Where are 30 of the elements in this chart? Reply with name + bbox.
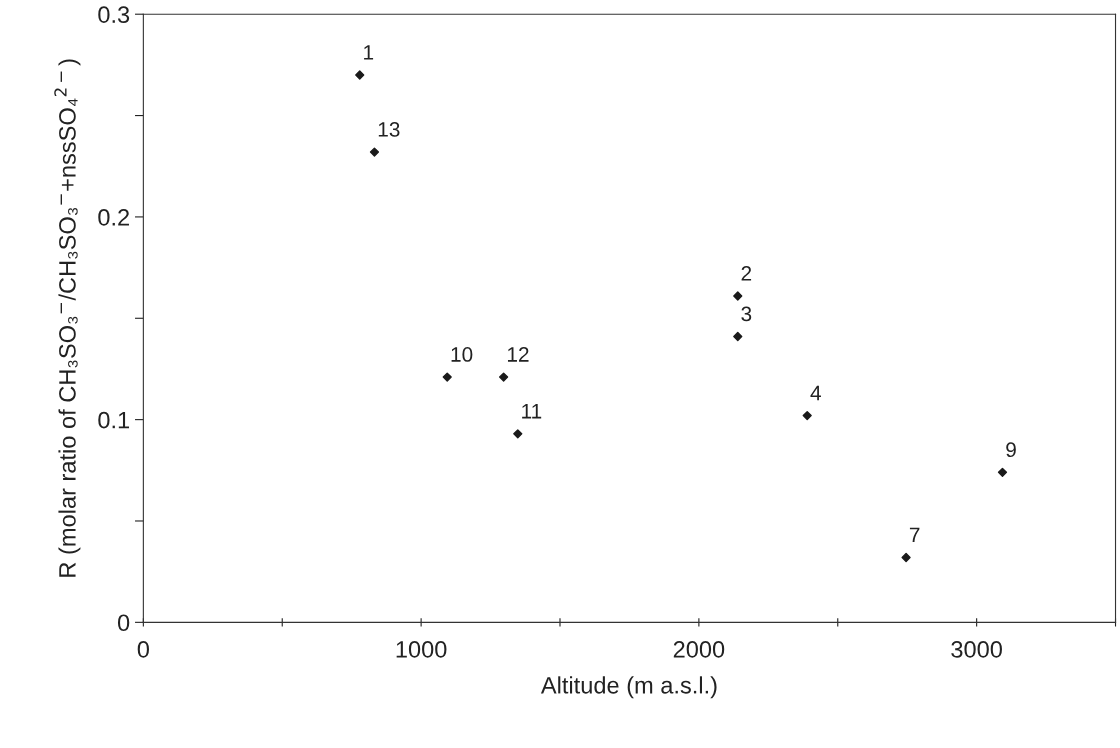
point <box>733 331 743 342</box>
annotation: 10 <box>451 347 473 362</box>
x-axis-title: Altitude (m a.s.l.) <box>540 676 717 699</box>
x-tick-label: 3000 <box>951 641 1002 658</box>
point <box>498 372 509 382</box>
y-tick-label: 0.3 <box>98 6 130 23</box>
x-tick-label: 0 <box>137 641 149 658</box>
annotation: 13 <box>378 122 400 137</box>
point <box>355 70 365 80</box>
y-tick-label: 0.1 <box>98 411 130 429</box>
annotation: 1 <box>364 45 374 60</box>
annotation: 2 <box>741 265 752 281</box>
x-tick-label: 2000 <box>673 641 725 658</box>
annotation: 7 <box>909 527 920 543</box>
annotation: 11 <box>522 404 542 419</box>
point <box>369 147 380 157</box>
annotation: 9 <box>1006 442 1016 458</box>
annotation: 4 <box>810 385 821 401</box>
point <box>513 429 523 439</box>
annotation: 3 <box>741 306 752 322</box>
point <box>802 410 812 421</box>
y-tick-label: 0 <box>117 614 130 632</box>
y-axis-title: R (molar ratio of CH₃SO₃$^{−}$/CH₃SO₃$^{−}$+nssSO₄$^{2−}$) <box>54 59 81 577</box>
point <box>442 372 452 382</box>
y-tick-label: 0.2 <box>98 208 129 226</box>
x-tick-label: 1000 <box>396 641 447 658</box>
annotation: 12 <box>507 347 529 362</box>
point <box>733 291 743 301</box>
point <box>901 552 911 563</box>
point <box>997 467 1008 477</box>
